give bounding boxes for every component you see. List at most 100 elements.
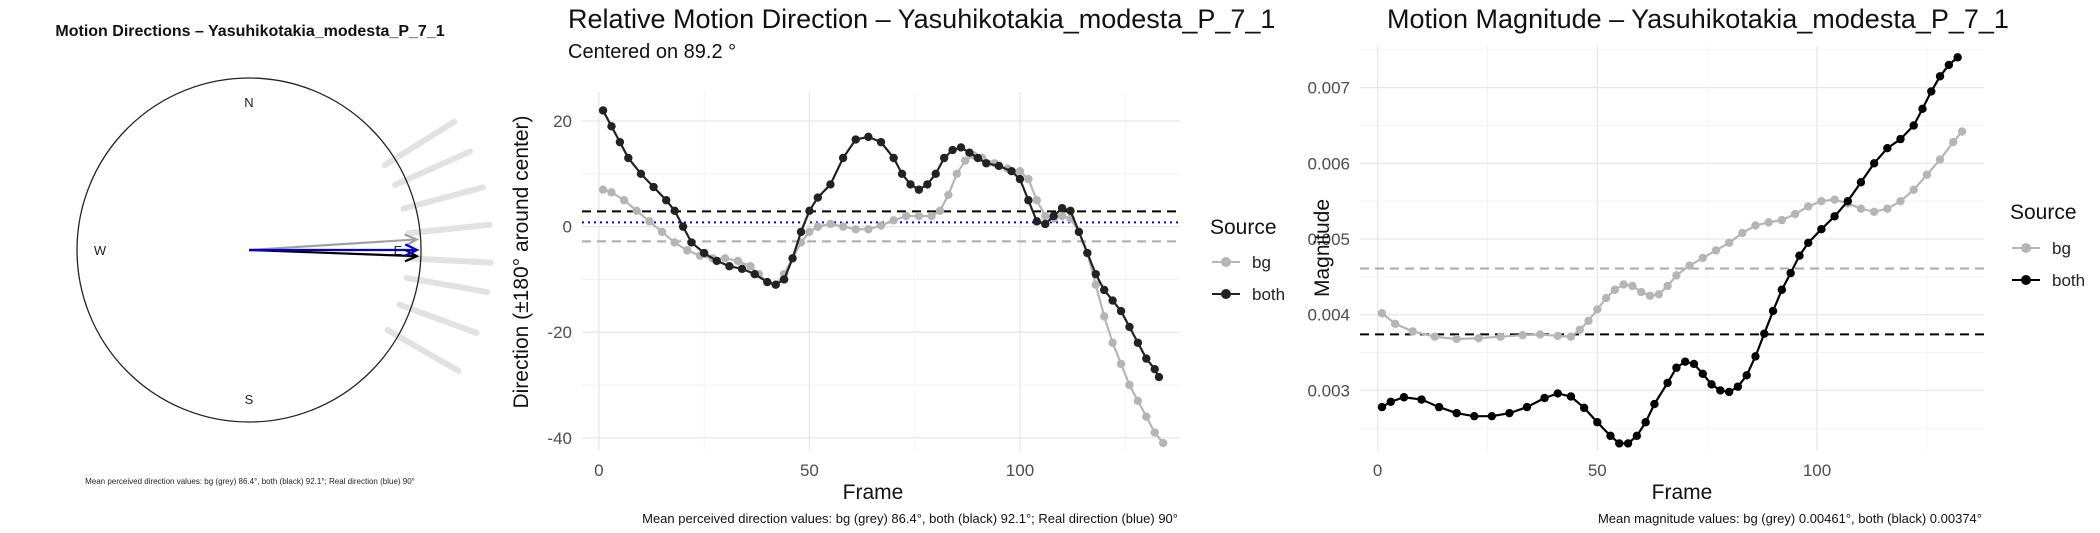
magnitude-legend-bg-point (2021, 243, 2031, 253)
magnitude-point-both-33 (1768, 306, 1778, 316)
direction-point-both-26 (876, 137, 886, 147)
magnitude-legend-title: Source (2010, 201, 2077, 224)
magnitude-point-bg-26 (1724, 238, 1734, 248)
magnitude-point-bg-17 (1628, 281, 1637, 291)
polar-fan-line-4 (405, 255, 494, 266)
direction-point-bg-0 (598, 185, 608, 194)
magnitude-point-bg-40 (1909, 185, 1918, 195)
magnitude-point-bg-19 (1645, 291, 1655, 301)
magnitude-caption: Mean magnitude values: bg (grey) 0.00461… (1598, 511, 1982, 526)
direction-subtitle: Centered on 89.2 ° (568, 41, 736, 63)
direction-point-both-5 (649, 182, 658, 192)
magnitude-point-both-47 (1927, 87, 1936, 96)
magnitude-point-both-42 (1869, 159, 1879, 168)
direction-point-bg-27 (902, 211, 911, 221)
magnitude-point-bg-24 (1698, 253, 1707, 263)
direction-point-both-52 (1108, 296, 1117, 305)
magnitude-point-bg-21 (1663, 281, 1672, 291)
magnitude-ytick-0.003: 0.003 (1307, 381, 1350, 400)
magnitude-point-both-45 (1909, 121, 1918, 130)
magnitude-point-both-40 (1843, 196, 1852, 206)
direction-point-both-13 (737, 264, 747, 274)
magnitude-point-bg-38 (1883, 204, 1892, 213)
magnitude-point-bg-11 (1575, 325, 1584, 335)
direction-point-bg-6 (670, 238, 679, 247)
direction-point-both-7 (670, 206, 679, 215)
direction-ytick-0: 0 (563, 218, 572, 237)
polar-fan-line-7 (384, 327, 462, 374)
direction-point-bg-54 (1150, 428, 1159, 437)
direction-xtick-0: 0 (594, 461, 603, 480)
magnitude-point-both-39 (1830, 212, 1839, 221)
magnitude-point-bg-29 (1764, 218, 1773, 227)
direction-legend-bg-point (1221, 257, 1231, 267)
polar-fan-line-3 (405, 221, 493, 237)
magnitude-point-both-38 (1817, 224, 1826, 234)
direction-series-line-both (602, 109, 1160, 378)
direction-point-bg-2 (619, 196, 629, 205)
magnitude-point-both-41 (1856, 178, 1866, 187)
direction-point-bg-40 (1032, 196, 1042, 205)
direction-point-both-32 (931, 169, 940, 179)
magnitude-point-bg-43 (1949, 137, 1958, 147)
magnitude-legend-both-point (2021, 275, 2031, 285)
direction-point-bg-41 (1041, 211, 1050, 221)
direction-point-bg-3 (632, 206, 641, 215)
magnitude-point-both-27 (1716, 386, 1725, 395)
magnitude-point-bg-4 (1452, 334, 1461, 344)
magnitude-point-both-16 (1615, 439, 1624, 448)
magnitude-legend-both-label: both (2052, 271, 2085, 290)
direction-ytick--40: -40 (547, 429, 572, 448)
magnitude-point-both-5 (1452, 408, 1461, 418)
direction-point-both-33 (939, 153, 949, 163)
direction-point-both-23 (838, 153, 848, 163)
magnitude-point-both-10 (1540, 393, 1549, 403)
direction-point-both-31 (923, 180, 932, 189)
magnitude-point-both-11 (1553, 389, 1562, 398)
magnitude-point-both-7 (1487, 411, 1497, 421)
magnitude-ticks: 0 50 100 0.003 0.004 0.005 0.006 0.007 (1307, 79, 1831, 480)
direction-point-bg-23 (851, 225, 860, 234)
direction-point-bg-26 (889, 216, 898, 225)
magnitude-point-bg-36 (1856, 204, 1866, 213)
direction-point-both-20 (805, 206, 814, 215)
magnitude-point-bg-41 (1922, 170, 1932, 179)
direction-point-both-56 (1142, 354, 1151, 363)
magnitude-point-both-34 (1777, 285, 1787, 294)
polar-caption: Mean perceived direction values: bg (gre… (85, 477, 415, 486)
magnitude-point-both-14 (1593, 418, 1602, 427)
magnitude-point-bg-37 (1869, 207, 1879, 216)
magnitude-point-bg-22 (1672, 271, 1681, 280)
magnitude-point-bg-6 (1496, 332, 1505, 341)
direction-panel: Relative Motion Direction – Yasuhikotaki… (510, 4, 1285, 526)
polar-arrowhead-real (404, 243, 420, 257)
magnitude-point-bg-30 (1777, 215, 1787, 225)
direction-point-bg-21 (826, 219, 835, 229)
direction-point-bg-39 (1024, 174, 1033, 184)
direction-point-bg-4 (645, 217, 654, 226)
direction-point-both-16 (771, 280, 780, 289)
direction-point-both-21 (813, 193, 823, 202)
direction-ylabel: Direction (±180° around center) (510, 115, 533, 408)
direction-point-both-28 (897, 169, 907, 179)
direction-point-bg-53 (1142, 412, 1151, 421)
direction-point-bg-52 (1133, 396, 1143, 406)
magnitude-point-both-1 (1386, 397, 1395, 406)
direction-point-both-8 (678, 222, 688, 231)
magnitude-point-bg-1 (1390, 319, 1400, 329)
polar-arrowhead-bg (404, 233, 420, 247)
magnitude-point-both-36 (1795, 251, 1804, 260)
magnitude-point-both-31 (1751, 352, 1760, 361)
magnitude-point-both-15 (1606, 431, 1615, 441)
magnitude-xtick-50: 50 (1588, 461, 1607, 480)
direction-point-both-29 (906, 180, 915, 189)
magnitude-point-bg-8 (1535, 330, 1545, 339)
magnitude-point-bg-7 (1518, 330, 1527, 340)
direction-point-both-45 (1049, 211, 1058, 221)
magnitude-point-both-29 (1733, 382, 1743, 391)
polar-panel: Motion Directions – Yasuhikotakia_modest… (55, 23, 494, 486)
direction-point-bg-1 (607, 188, 616, 197)
direction-xtick-50: 50 (800, 461, 819, 480)
magnitude-point-both-25 (1698, 369, 1707, 378)
